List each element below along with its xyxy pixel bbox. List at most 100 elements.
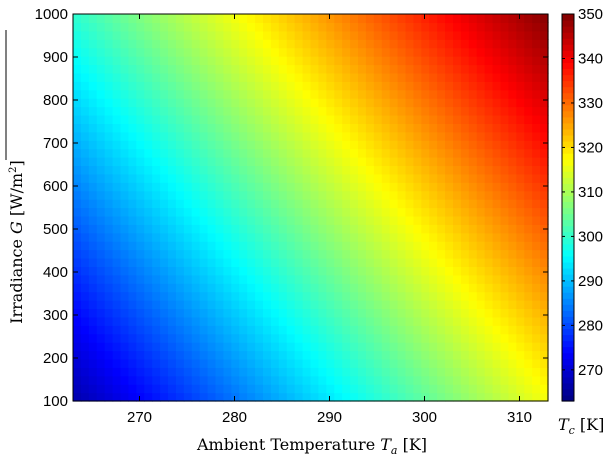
heatmap-cell: [88, 232, 98, 242]
heatmap-cell: [405, 140, 415, 150]
heatmap-cell: [500, 266, 510, 276]
heatmap-cell: [468, 316, 478, 326]
heatmap-cell: [413, 283, 422, 293]
heatmap-cell: [207, 131, 217, 141]
heatmap-cell: [286, 199, 296, 209]
heatmap-cell: [255, 98, 264, 108]
heatmap-cell: [405, 367, 415, 377]
colorbar-segment: [562, 304, 574, 311]
heatmap-cell: [524, 182, 533, 192]
colorbar-segment: [562, 171, 574, 178]
heatmap-cell: [358, 367, 367, 377]
heatmap-cell: [334, 148, 343, 158]
heatmap-cell: [421, 375, 430, 385]
heatmap-cell: [326, 123, 335, 133]
heatmap-cell: [239, 39, 248, 49]
heatmap-cell: [215, 56, 225, 66]
heatmap-cell: [191, 81, 201, 91]
heatmap-cell: [223, 300, 232, 310]
heatmap-cell: [270, 392, 280, 402]
heatmap-cell: [175, 232, 185, 242]
heatmap-cell: [207, 199, 217, 209]
heatmap-cell: [215, 190, 225, 200]
heatmap-cell: [334, 157, 343, 167]
heatmap-cell: [73, 316, 82, 326]
heatmap-cell: [160, 173, 169, 183]
heatmap-cell: [160, 266, 169, 276]
heatmap-cell: [199, 291, 209, 301]
colorbar-segment: [562, 50, 574, 57]
heatmap-cell: [326, 274, 335, 284]
heatmap-cell: [421, 64, 430, 74]
colorbar-segment: [562, 62, 574, 70]
heatmap-cell: [104, 22, 114, 32]
heatmap-cell: [421, 165, 430, 175]
heatmap-cell: [429, 89, 438, 99]
heatmap-cell: [263, 257, 272, 267]
colorbar-segment: [562, 195, 574, 203]
heatmap-cell: [294, 249, 304, 259]
heatmap-cell: [405, 358, 415, 368]
heatmap-cell: [183, 274, 193, 284]
heatmap-cell: [255, 333, 264, 343]
heatmap-cell: [445, 39, 454, 49]
heatmap-cell: [516, 123, 525, 133]
heatmap-cell: [389, 274, 399, 284]
heatmap-cell: [516, 283, 525, 293]
heatmap-cell: [215, 308, 225, 318]
heatmap-cell: [136, 123, 145, 133]
heatmap-cell: [104, 367, 114, 377]
heatmap-cell: [152, 207, 161, 217]
heatmap-cell: [231, 300, 240, 310]
heatmap-cell: [152, 114, 161, 124]
heatmap-cell: [365, 148, 375, 158]
heatmap-cell: [112, 182, 122, 192]
heatmap-cell: [460, 199, 470, 209]
heatmap-cell: [160, 64, 169, 74]
heatmap-cell: [476, 39, 486, 49]
heatmap-cell: [524, 123, 533, 133]
heatmap-cell: [365, 232, 375, 242]
heatmap-cell: [302, 316, 312, 326]
heatmap-cell: [263, 325, 272, 335]
heatmap-cell: [120, 342, 130, 352]
heatmap-cell: [120, 392, 130, 402]
heatmap-cell: [120, 350, 130, 360]
heatmap-cell: [73, 131, 82, 141]
heatmap-cell: [183, 375, 193, 385]
heatmap-cell: [397, 182, 407, 192]
heatmap-cell: [429, 375, 438, 385]
heatmap-cell: [207, 64, 217, 74]
heatmap-cell: [516, 367, 525, 377]
heatmap-cell: [96, 157, 106, 167]
heatmap-cell: [373, 249, 383, 259]
heatmap-cell: [278, 148, 288, 158]
heatmap-cell: [532, 157, 541, 167]
heatmap-cell: [104, 215, 114, 225]
heatmap-cell: [318, 148, 327, 158]
heatmap-cell: [389, 64, 399, 74]
heatmap-cell: [524, 375, 533, 385]
heatmap-cell: [286, 207, 296, 217]
heatmap-cell: [500, 308, 510, 318]
heatmap-cell: [144, 14, 153, 24]
heatmap-cell: [437, 283, 446, 293]
heatmap-cell: [263, 114, 272, 124]
heatmap-cell: [405, 182, 415, 192]
heatmap-cell: [508, 148, 517, 158]
heatmap-cell: [183, 182, 193, 192]
heatmap-cell: [294, 56, 304, 66]
heatmap-cell: [80, 30, 90, 40]
heatmap-cell: [429, 207, 438, 217]
heatmap-cell: [160, 81, 169, 91]
heatmap-cell: [270, 358, 280, 368]
heatmap-cell: [492, 72, 502, 82]
heatmap-cell: [223, 249, 232, 259]
heatmap-cell: [460, 308, 470, 318]
heatmap-cell: [286, 358, 296, 368]
heatmap-cell: [175, 384, 185, 394]
heatmap-cell: [310, 72, 320, 82]
heatmap-cell: [500, 342, 510, 352]
heatmap-cell: [231, 199, 240, 209]
heatmap-cell: [532, 64, 541, 74]
